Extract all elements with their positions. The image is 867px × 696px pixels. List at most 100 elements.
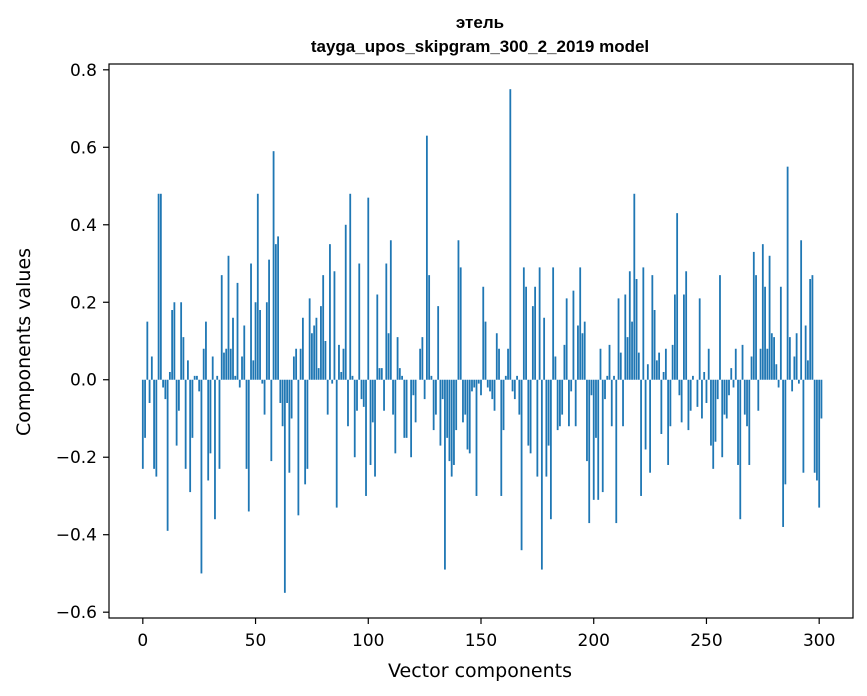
bar (507, 348, 509, 380)
bar (737, 379, 739, 465)
bar (423, 379, 426, 400)
bar (529, 379, 532, 454)
bar (180, 302, 183, 380)
bar (658, 352, 661, 380)
bar (365, 379, 367, 496)
bar (653, 310, 656, 380)
bar (297, 379, 300, 516)
bar (432, 379, 435, 431)
bar (396, 337, 399, 380)
bar (811, 275, 814, 380)
bar (595, 379, 597, 438)
bar (473, 379, 476, 388)
bar (687, 379, 690, 431)
bar (317, 368, 320, 380)
bar (383, 379, 385, 411)
bar (256, 193, 259, 380)
bar (162, 379, 165, 388)
bar (739, 379, 742, 520)
bar (696, 379, 699, 407)
bar (430, 375, 433, 380)
bar (793, 356, 796, 380)
bar (520, 379, 523, 551)
bar (689, 379, 692, 411)
x-tick-label: 150 (465, 631, 497, 651)
bar (281, 379, 284, 427)
bar (468, 379, 471, 454)
chart-subtitle: tayga_upos_skipgram_300_2_2019 model (311, 37, 649, 56)
bar (746, 379, 748, 427)
bar (626, 337, 629, 380)
bar (559, 379, 561, 427)
bar (692, 375, 694, 380)
bar (705, 379, 708, 403)
bar (642, 267, 645, 380)
y-tick-label: 0.8 (70, 61, 97, 81)
x-tick-label: 100 (352, 631, 384, 651)
bar (340, 371, 343, 380)
bar (175, 379, 178, 446)
bar (604, 379, 606, 400)
bar (437, 306, 440, 380)
bar (315, 317, 318, 380)
bar (457, 240, 460, 380)
bar (254, 302, 257, 380)
bar (349, 193, 352, 380)
bar (662, 371, 665, 380)
bar (218, 379, 221, 469)
bar (624, 294, 627, 380)
bar (173, 302, 176, 380)
y-axis-label: Components values (13, 248, 35, 436)
bar (759, 348, 762, 380)
bar (313, 325, 316, 380)
bar (581, 333, 584, 380)
bar (270, 379, 273, 462)
bar (599, 348, 602, 380)
bar (164, 379, 167, 400)
bar (820, 379, 823, 419)
bar (703, 371, 706, 380)
bar (295, 348, 298, 380)
bar (414, 379, 417, 423)
bar (387, 333, 390, 380)
bar (202, 348, 205, 380)
bar (773, 337, 775, 380)
bar (236, 282, 239, 380)
bar (274, 244, 277, 380)
bar (398, 368, 401, 380)
bar (455, 379, 458, 431)
bar (263, 379, 266, 415)
bar (577, 325, 579, 380)
bar (583, 321, 586, 380)
bar (748, 379, 751, 465)
bar (554, 356, 557, 380)
bar (283, 379, 286, 593)
bar (714, 379, 717, 442)
bar (712, 379, 715, 469)
bar (761, 244, 764, 380)
bar (511, 379, 514, 392)
bar (489, 379, 491, 392)
bar (667, 379, 670, 465)
bar (649, 379, 651, 473)
bar (229, 348, 232, 380)
x-tick-label: 250 (690, 631, 722, 651)
y-tick-label: 0.6 (70, 138, 97, 158)
bar (441, 379, 444, 400)
bar (286, 379, 289, 403)
bar (234, 375, 237, 380)
bar (619, 352, 622, 380)
bar (586, 379, 588, 462)
bar (617, 298, 620, 380)
bar (459, 267, 462, 380)
bar (495, 333, 498, 380)
bar (243, 325, 246, 380)
y-axis: −0.6 −0.4 −0.2 0.0 0.2 0.4 0.6 0.8 (56, 61, 109, 623)
bar (193, 375, 196, 380)
bar (189, 379, 192, 493)
bar (606, 375, 609, 380)
bar (750, 356, 753, 380)
bar (588, 379, 591, 524)
bar (403, 379, 406, 438)
bar (734, 348, 737, 380)
